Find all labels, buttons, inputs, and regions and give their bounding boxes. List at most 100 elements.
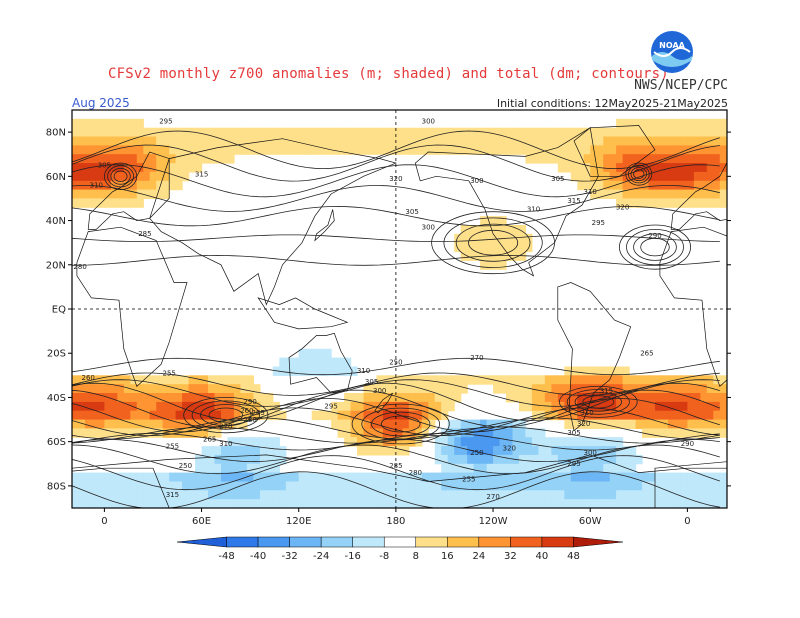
anomaly-cell — [91, 136, 99, 146]
anomaly-cell — [162, 419, 170, 429]
contour-line — [183, 396, 269, 434]
anomaly-cell — [85, 136, 93, 146]
contour-line — [72, 130, 720, 170]
anomaly-cell — [577, 499, 585, 508]
anomaly-cell — [486, 481, 494, 491]
anomaly-cell — [370, 499, 378, 508]
anomaly-cell — [661, 428, 669, 438]
anomaly-cell — [473, 446, 481, 456]
anomaly-cell — [370, 136, 378, 146]
colorbar-segment — [541, 536, 574, 548]
anomaly-cell — [272, 127, 280, 138]
anomaly-cell — [117, 171, 125, 182]
anomaly-cell — [97, 428, 105, 438]
anomaly-cell — [182, 490, 190, 500]
anomaly-cell — [680, 384, 688, 394]
anomaly-cell — [434, 375, 442, 385]
anomaly-cell — [395, 384, 403, 394]
contour-value-label: 320 — [616, 204, 629, 212]
anomaly-cell — [85, 189, 93, 199]
contour-line — [72, 389, 720, 428]
anomaly-cell — [266, 472, 274, 482]
colorbar-tick-label: 8 — [413, 551, 419, 562]
anomaly-cell — [603, 136, 611, 146]
anomaly-cell — [693, 393, 701, 403]
anomaly-cell — [713, 118, 721, 129]
anomaly-cell — [519, 393, 527, 403]
anomaly-cell — [668, 375, 676, 385]
anomaly-cell — [337, 357, 345, 367]
anomaly-cell — [687, 472, 695, 482]
anomaly-cell — [564, 499, 572, 508]
anomaly-cell — [719, 154, 727, 164]
anomaly-cell — [408, 401, 416, 412]
anomaly-cell — [706, 171, 714, 182]
anomaly-cell — [603, 127, 611, 138]
anomaly-cell — [700, 401, 708, 412]
anomaly-cell — [428, 490, 436, 500]
anomaly-cell — [693, 472, 701, 482]
contour-line — [191, 400, 260, 430]
anomaly-cell — [486, 216, 494, 226]
anomaly-cell — [415, 419, 423, 429]
anomaly-cell — [616, 481, 624, 491]
anomaly-cell — [266, 454, 274, 465]
anomaly-cell — [123, 145, 131, 155]
anomaly-cell — [551, 499, 559, 508]
anomaly-cell — [201, 481, 209, 491]
anomaly-cell — [590, 366, 598, 376]
anomaly-cell — [149, 410, 157, 421]
anomaly-cell — [668, 393, 676, 403]
anomaly-cell — [454, 384, 462, 394]
anomaly-cell — [629, 375, 637, 385]
anomaly-cell — [421, 490, 429, 500]
anomaly-cell — [441, 437, 449, 447]
anomaly-cell — [486, 145, 494, 155]
anomaly-cell — [266, 437, 274, 447]
anomaly-cell — [493, 225, 501, 235]
anomaly-cell — [156, 490, 164, 500]
anomaly-cell — [680, 127, 688, 138]
anomaly-cell — [642, 180, 650, 191]
anomaly-cell — [279, 366, 287, 376]
anomaly-cell — [208, 410, 216, 421]
anomaly-cell — [253, 499, 261, 508]
anomaly-cell — [136, 198, 144, 208]
anomaly-cell — [279, 481, 287, 491]
anomaly-cell — [130, 410, 138, 421]
anomaly-cell — [493, 446, 501, 456]
anomaly-cell — [162, 375, 170, 385]
anomaly-cell — [506, 463, 514, 474]
anomaly-cell — [402, 410, 410, 421]
anomaly-cell — [583, 145, 591, 155]
anomaly-cell — [389, 410, 397, 421]
anomaly-cell — [616, 136, 624, 146]
anomaly-cell — [162, 127, 170, 138]
anomaly-cell — [693, 154, 701, 164]
anomaly-cell — [292, 472, 300, 482]
anomaly-cell — [175, 136, 183, 146]
anomaly-cell — [143, 490, 151, 500]
anomaly-cell — [648, 490, 656, 500]
anomaly-cell — [350, 145, 358, 155]
anomaly-cell — [415, 437, 423, 447]
anomaly-cell — [596, 154, 604, 164]
anomaly-cell — [447, 463, 455, 474]
anomaly-cell — [382, 375, 390, 385]
anomaly-cell — [285, 472, 293, 482]
contour-value-label: 300 — [373, 387, 386, 395]
anomaly-cell — [188, 472, 196, 482]
anomaly-cell — [259, 454, 267, 465]
anomaly-cell — [616, 490, 624, 500]
anomaly-cell — [136, 154, 144, 164]
anomaly-cell — [668, 127, 676, 138]
anomaly-cell — [298, 136, 306, 146]
anomaly-cell — [382, 499, 390, 508]
anomaly-cell — [706, 163, 714, 173]
anomaly-cell — [305, 499, 313, 508]
contour-line — [361, 407, 441, 441]
anomaly-cell — [706, 499, 714, 508]
anomaly-cell — [104, 118, 112, 129]
anomaly-cell — [389, 419, 397, 429]
anomaly-cell — [700, 198, 708, 208]
